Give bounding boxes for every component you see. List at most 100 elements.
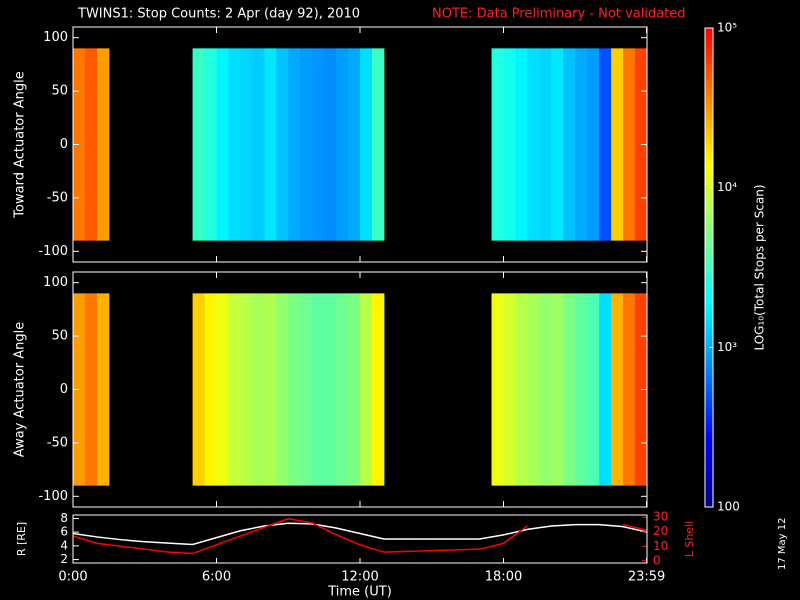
heat-cell xyxy=(491,293,504,486)
colorbar-swatch xyxy=(705,259,713,265)
colorbar-swatch xyxy=(705,495,713,500)
colorbar-swatch xyxy=(705,283,713,289)
heat-cell xyxy=(276,48,289,241)
y2-axis-label: L Shell xyxy=(683,521,696,557)
heat-cell xyxy=(503,293,516,486)
colorbar-swatch xyxy=(705,339,713,344)
heat-cell xyxy=(204,293,217,486)
heat-cell xyxy=(563,293,576,486)
x-tick-label: 12:00 xyxy=(341,570,378,585)
y-tick-label: 6 xyxy=(60,525,68,539)
heat-cell xyxy=(192,48,206,241)
heat-cell xyxy=(623,48,636,241)
colorbar-swatch xyxy=(705,243,713,249)
heat-cell xyxy=(228,48,241,241)
heat-cell xyxy=(539,48,552,241)
series-line xyxy=(73,522,647,546)
colorbar-swatch xyxy=(705,215,713,221)
colorbar-swatch xyxy=(705,383,713,388)
y-tick-label: 100 xyxy=(43,275,68,290)
colorbar-swatch xyxy=(705,107,713,113)
colorbar-swatch xyxy=(705,135,713,141)
heat-cell xyxy=(527,48,540,241)
heat-cell xyxy=(360,48,373,241)
colorbar-swatch xyxy=(705,439,713,444)
y-tick-label: -50 xyxy=(47,190,68,205)
colorbar-swatch xyxy=(705,279,713,285)
colorbar-swatch xyxy=(705,455,713,460)
colorbar-swatch xyxy=(705,55,713,61)
colorbar-swatch xyxy=(705,231,713,237)
colorbar-swatch xyxy=(705,475,713,480)
title: TWINS1: Stop Counts: 2 Apr (day 92), 201… xyxy=(77,7,360,22)
colorbar-tick-label: 10⁴ xyxy=(717,180,737,194)
heat-cell xyxy=(336,48,349,241)
colorbar-swatch xyxy=(705,79,713,85)
colorbar-swatch xyxy=(705,35,713,41)
plot-area xyxy=(73,517,647,555)
heat-cell xyxy=(228,293,241,486)
colorbar-swatch xyxy=(705,351,713,356)
heat-cell xyxy=(288,48,301,241)
colorbar-swatch xyxy=(705,459,713,464)
colorbar-swatch xyxy=(705,207,713,213)
colorbar-swatch xyxy=(705,271,713,277)
colorbar-swatch xyxy=(705,75,713,81)
heat-cell xyxy=(575,293,588,486)
colorbar-swatch xyxy=(705,235,713,241)
colorbar-swatch xyxy=(705,311,713,316)
colorbar-swatch xyxy=(705,375,713,380)
heat-cell xyxy=(360,293,373,486)
date-stamp: 17 May 12 xyxy=(777,518,788,570)
heat-cell xyxy=(611,293,624,486)
colorbar-swatch xyxy=(705,267,713,273)
colorbar-swatch xyxy=(705,223,713,229)
colorbar-swatch xyxy=(705,51,713,57)
colorbar-swatch xyxy=(705,479,713,484)
heat-cell xyxy=(240,293,253,486)
colorbar-swatch xyxy=(705,447,713,452)
colorbar-swatch xyxy=(705,179,713,185)
x-tick-label: 18:00 xyxy=(485,570,522,585)
colorbar-swatch xyxy=(705,151,713,157)
y-tick-label: 100 xyxy=(43,30,68,45)
colorbar-swatch xyxy=(705,28,713,33)
heat-cell xyxy=(623,293,636,486)
heat-cell xyxy=(312,293,325,486)
x-axis-label: Time (UT) xyxy=(327,585,392,600)
colorbar-swatch xyxy=(705,299,713,305)
y-tick-label: 8 xyxy=(60,511,68,525)
colorbar-swatch xyxy=(705,295,713,301)
colorbar-swatch xyxy=(705,167,713,173)
colorbar-swatch xyxy=(705,143,713,149)
heat-cell xyxy=(240,48,253,241)
colorbar-swatch xyxy=(705,323,713,328)
colorbar-swatch xyxy=(705,359,713,364)
heat-cell xyxy=(324,48,337,241)
colorbar-swatch xyxy=(705,263,713,269)
colorbar-swatch xyxy=(705,379,713,384)
colorbar-swatch xyxy=(705,39,713,45)
colorbar-swatch xyxy=(705,255,713,261)
colorbar-swatch xyxy=(705,103,713,109)
colorbar-swatch xyxy=(705,435,713,440)
colorbar-swatch xyxy=(705,443,713,448)
heat-cell xyxy=(503,48,516,241)
colorbar-swatch xyxy=(705,195,713,201)
colorbar-swatch xyxy=(705,411,713,416)
y-tick-label: 50 xyxy=(51,84,68,99)
y-tick-label: 50 xyxy=(51,329,68,344)
axes-frame xyxy=(72,26,648,263)
colorbar-swatch xyxy=(705,431,713,436)
heat-cell xyxy=(563,48,576,241)
colorbar-swatch xyxy=(705,399,713,404)
axes-frame xyxy=(72,514,648,564)
heat-cell xyxy=(515,48,528,241)
heat-cell xyxy=(539,293,552,486)
heat-cell xyxy=(371,293,385,486)
colorbar-swatch xyxy=(705,43,713,49)
heat-cell xyxy=(348,293,361,486)
colorbar-swatch xyxy=(705,315,713,320)
colorbar-swatch xyxy=(705,367,713,372)
heat-cell xyxy=(551,293,564,486)
